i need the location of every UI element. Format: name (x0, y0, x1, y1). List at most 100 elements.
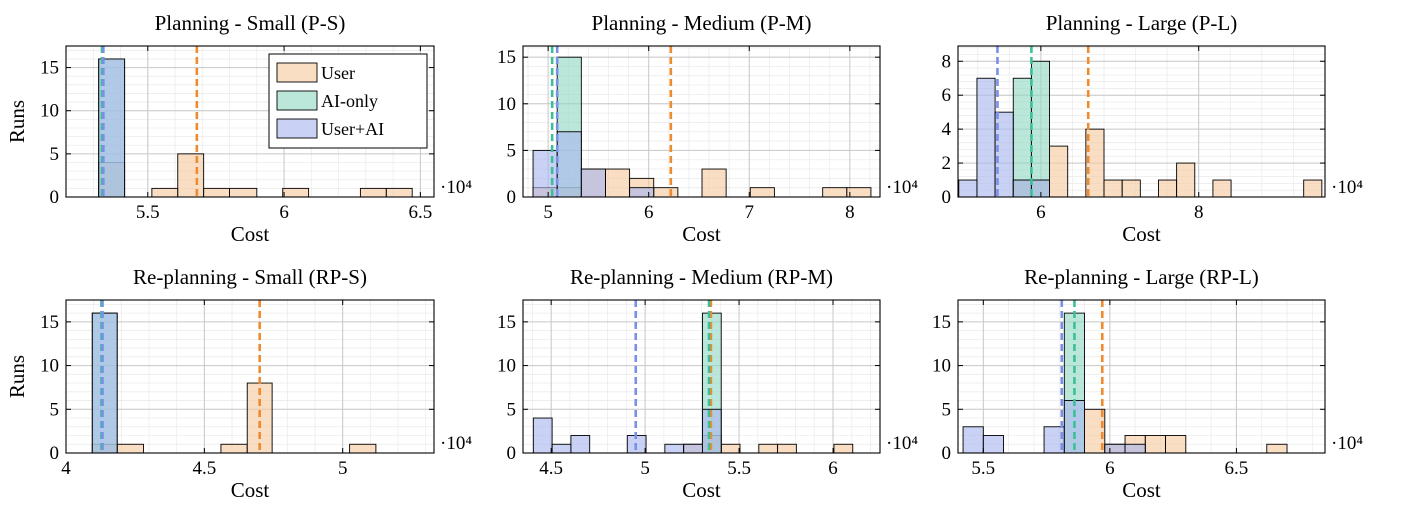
histogram-bar (1124, 443, 1146, 454)
y-tick-label: 4 (942, 119, 952, 140)
subplot-title: Planning - Small (P-S) (155, 11, 346, 35)
legend-swatch (276, 90, 318, 111)
x-multiplier-label: ·10⁴ (440, 433, 472, 454)
x-tick-label: 4.5 (192, 458, 216, 479)
legend-label: User (321, 63, 355, 83)
histogram-bar (982, 435, 1005, 454)
histogram-bar (1012, 179, 1032, 198)
histogram-bar (91, 312, 118, 454)
x-tick-label: 5 (338, 458, 348, 479)
histogram-bar (570, 435, 591, 454)
x-tick-label: 4 (61, 458, 71, 479)
histogram-bar (683, 443, 703, 454)
histogram-bar (385, 187, 413, 198)
x-tick-label: 5.5 (136, 202, 160, 223)
series-user-ai (91, 312, 118, 454)
histogram-bar (701, 168, 727, 198)
y-tick-label: 0 (507, 187, 517, 208)
legend-label: AI-only (321, 91, 378, 111)
histogram-bar (833, 443, 854, 454)
histogram-bar (822, 187, 848, 198)
x-tick-label: 8 (1194, 202, 1204, 223)
histogram-bar (1012, 77, 1032, 198)
x-tick-label: 6 (828, 458, 838, 479)
histogram-bar (116, 443, 144, 454)
x-multiplier-label: ·10⁴ (1331, 433, 1363, 454)
histogram-bar (664, 443, 685, 454)
histogram-bar (1303, 179, 1323, 198)
x-tick-label: 6.5 (408, 202, 432, 223)
subplot-title: Re-planning - Large (RP-L) (1024, 265, 1259, 289)
histogram-bar (962, 426, 984, 454)
histogram-bar (177, 153, 205, 198)
histogram-bar (151, 187, 179, 198)
histogram-bar (203, 187, 231, 198)
histogram-bar (653, 187, 679, 198)
y-tick-label: 15 (932, 312, 951, 333)
x-axis-label: Cost (1122, 222, 1161, 246)
histogram-bar (777, 443, 797, 454)
legend-label: User+AI (321, 119, 384, 139)
histogram-bar (629, 187, 655, 198)
axes-frame (522, 45, 881, 198)
histogram-bar (1144, 435, 1166, 454)
subplot-6: 5.5 6 6.5 0 5 10 15 Re-planning - Large (RP-L) C… (932, 265, 1363, 502)
histogram-bar (1121, 179, 1141, 198)
y-tick-label: 10 (40, 356, 59, 377)
histogram-bar (532, 149, 558, 198)
major-grid (523, 300, 880, 454)
legend: User AI-only User+AI (268, 53, 428, 149)
histogram-bar (958, 179, 978, 198)
subplot-title: Planning - Medium (P-M) (592, 11, 812, 35)
x-tick-label: 5.5 (971, 458, 995, 479)
y-tick-label: 10 (497, 94, 516, 115)
series-user-ai (532, 408, 722, 454)
y-axis-label: Runs (5, 355, 29, 398)
x-tick-label: 5 (640, 458, 650, 479)
series-ai-only (1012, 60, 1051, 198)
axes-frame (65, 45, 435, 198)
subplot-title: Re-planning - Medium (RP-M) (570, 265, 833, 289)
y-tick-label: 0 (942, 443, 952, 464)
x-tick-label: 5 (543, 202, 553, 223)
histogram-bar (1158, 179, 1178, 198)
histogram-bar (1266, 443, 1288, 454)
y-tick-label: 8 (942, 51, 952, 72)
histogram-bar (605, 168, 631, 198)
y-tick-label: 5 (942, 399, 952, 420)
axes-frame (522, 299, 881, 454)
y-tick-label: 5 (50, 144, 60, 165)
axes-frame (65, 299, 435, 454)
x-tick-label: 5.5 (727, 458, 751, 479)
x-axis-label: Cost (231, 222, 270, 246)
x-multiplier-label: ·10⁴ (886, 433, 918, 454)
subplot-3: 6 8 0 2 4 6 8 Planning - Large (P-L) Cost ·10⁴ (942, 11, 1364, 246)
y-tick-label: 15 (497, 312, 516, 333)
histogram-bar (580, 168, 606, 198)
subplot-5: 4.5 5 5.5 6 0 5 10 15 Re-planning - Medium (RP-M… (497, 265, 918, 502)
plot-area (958, 300, 1325, 453)
series-user-ai (958, 77, 1051, 198)
histogram-bar (1030, 60, 1051, 198)
x-tick-label: 6 (279, 202, 289, 223)
y-tick-label: 0 (942, 187, 952, 208)
x-axis-label: Cost (682, 478, 721, 502)
histogram-bar (349, 443, 377, 454)
subplot-2: 5 6 7 8 0 5 10 15 Planning - Medium (P-M) Cost ·10… (497, 11, 918, 246)
legend-swatch (276, 118, 318, 139)
y-tick-label: 5 (507, 399, 517, 420)
histogram-bar (229, 187, 258, 198)
y-tick-label: 0 (50, 443, 60, 464)
histogram-bar (720, 443, 741, 454)
histogram-bar (1212, 179, 1232, 198)
x-multiplier-label: ·10⁴ (886, 177, 918, 198)
y-tick-label: 5 (50, 399, 60, 420)
histogram-bar (1103, 179, 1123, 198)
histogram-bar (758, 443, 779, 454)
subplot-title: Re-planning - Small (RP-S) (133, 265, 367, 289)
x-tick-label: 4.5 (539, 458, 563, 479)
legend-swatch (276, 62, 318, 83)
histogram-bar (1176, 162, 1196, 198)
y-axis-label: Runs (5, 100, 29, 143)
